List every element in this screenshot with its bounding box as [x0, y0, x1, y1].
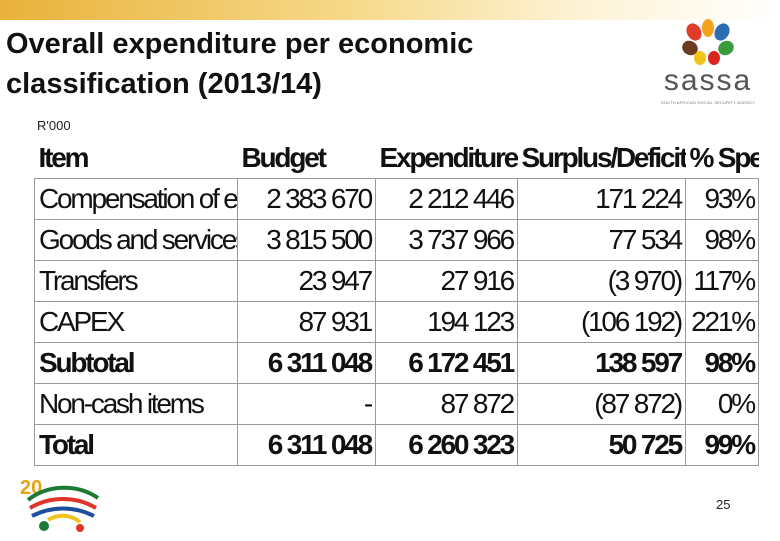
logo-wordmark: sassa: [663, 64, 753, 97]
header-item: Item: [34, 138, 238, 179]
cell-expenditure: 194 123: [375, 301, 518, 343]
cell-surplus: 50 725: [517, 424, 686, 466]
sassa-logo: sassa SOUTH AFRICAN SOCIAL SECURITY AGEN…: [656, 18, 760, 108]
logo-tagline: SOUTH AFRICAN SOCIAL SECURITY AGENCY: [660, 100, 756, 105]
cell-percent: 221%: [685, 301, 759, 343]
table-row-total: Total 6 311 048 6 260 323 50 725 99%: [34, 424, 759, 466]
cell-surplus: (3 970): [517, 260, 686, 302]
slide-title-line-2: classification (2013/14): [6, 68, 322, 100]
cell-expenditure: 6 172 451: [375, 342, 518, 384]
top-gradient-band: [0, 0, 780, 20]
cell-percent: 117%: [685, 260, 759, 302]
cell-budget: 6 311 048: [237, 342, 376, 384]
cell-budget: 6 311 048: [237, 424, 376, 466]
slide-title: Overall expenditure per economic classif…: [6, 24, 626, 104]
header-percent-spent: % Spent: [685, 138, 759, 179]
header-surplus-deficit: Surplus/Deficit: [517, 138, 686, 179]
header-budget: Budget: [237, 138, 376, 179]
table-row: CAPEX 87 931 194 123 (106 192) 221%: [34, 301, 759, 343]
cell-percent: 0%: [685, 383, 759, 425]
header-expenditure: Expenditure: [375, 138, 518, 179]
cell-percent: 99%: [685, 424, 759, 466]
table-header-row: Item Budget Expenditure Surplus/Deficit …: [34, 138, 759, 179]
table-row: Non-cash items - 87 872 (87 872) 0%: [34, 383, 759, 425]
cell-item: CAPEX: [34, 301, 238, 343]
table-row: Goods and services 3 815 500 3 737 966 7…: [34, 219, 759, 261]
cell-budget: 2 383 670: [237, 178, 376, 220]
cell-budget: 3 815 500: [237, 219, 376, 261]
unit-label: R'000: [37, 118, 71, 133]
sassa-hands-icon: [682, 19, 734, 65]
expenditure-table: Item Budget Expenditure Surplus/Deficit …: [34, 138, 759, 466]
table-row: Compensation of employees 2 383 670 2 21…: [34, 178, 759, 220]
cell-percent: 98%: [685, 342, 759, 384]
20-years-freedom-logo: 20: [18, 474, 108, 536]
cell-percent: 98%: [685, 219, 759, 261]
cell-item: Total: [34, 424, 238, 466]
cell-expenditure: 6 260 323: [375, 424, 518, 466]
cell-budget: 23 947: [237, 260, 376, 302]
freedom-emblem-icon: 20: [20, 477, 100, 532]
cell-surplus: 138 597: [517, 342, 686, 384]
cell-item: Transfers: [34, 260, 238, 302]
cell-surplus: (106 192): [517, 301, 686, 343]
cell-item: Non-cash items: [34, 383, 238, 425]
cell-expenditure: 2 212 446: [375, 178, 518, 220]
cell-percent: 93%: [685, 178, 759, 220]
cell-budget: -: [237, 383, 376, 425]
cell-budget: 87 931: [237, 301, 376, 343]
cell-surplus: 77 534: [517, 219, 686, 261]
cell-item: Goods and services: [34, 219, 238, 261]
cell-expenditure: 27 916: [375, 260, 518, 302]
cell-item: Compensation of employees: [34, 178, 238, 220]
slide-title-line-1: Overall expenditure per economic: [6, 28, 474, 60]
cell-expenditure: 3 737 966: [375, 219, 518, 261]
table-row-subtotal: Subtotal 6 311 048 6 172 451 138 597 98%: [34, 342, 759, 384]
cell-expenditure: 87 872: [375, 383, 518, 425]
page-number: 25: [716, 497, 731, 512]
cell-surplus: 171 224: [517, 178, 686, 220]
table-row: Transfers 23 947 27 916 (3 970) 117%: [34, 260, 759, 302]
cell-surplus: (87 872): [517, 383, 686, 425]
cell-item: Subtotal: [34, 342, 238, 384]
